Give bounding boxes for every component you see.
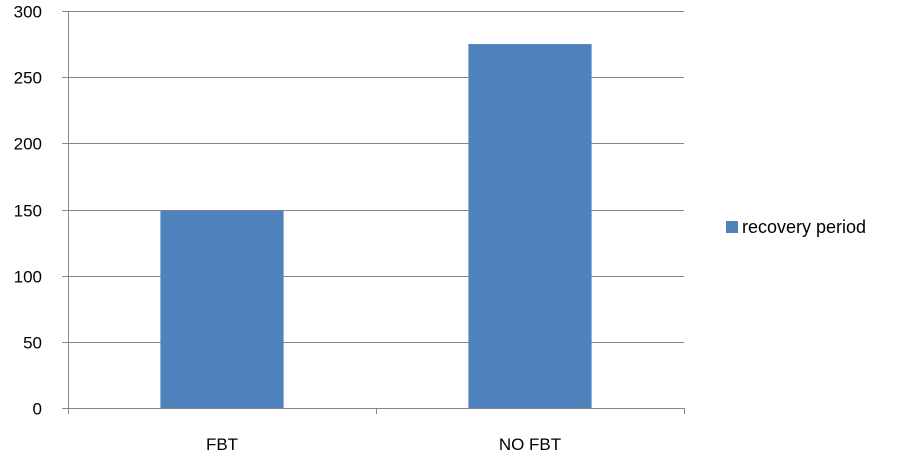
legend: recovery period bbox=[726, 217, 866, 237]
x-tick-label-0: FBT bbox=[206, 435, 238, 454]
y-tick-label-0: 0 bbox=[33, 400, 42, 419]
y-tick-label-2: 100 bbox=[14, 268, 42, 287]
legend-label: recovery period bbox=[742, 217, 866, 237]
x-tick-labels: FBT NO FBT bbox=[206, 435, 561, 454]
y-tick-label-6: 300 bbox=[14, 3, 42, 22]
bars bbox=[160, 44, 592, 408]
bar-no-fbt bbox=[468, 44, 592, 408]
y-tick-label-5: 250 bbox=[14, 69, 42, 88]
y-tick-label-1: 50 bbox=[23, 334, 42, 353]
y-tick-label-3: 150 bbox=[14, 202, 42, 221]
axes bbox=[62, 11, 685, 414]
bar-fbt bbox=[160, 210, 284, 408]
legend-swatch bbox=[726, 221, 738, 233]
y-tick-label-4: 200 bbox=[14, 135, 42, 154]
y-tick-labels: 0 50 100 150 200 250 300 bbox=[14, 3, 42, 419]
x-tick-label-1: NO FBT bbox=[499, 435, 561, 454]
